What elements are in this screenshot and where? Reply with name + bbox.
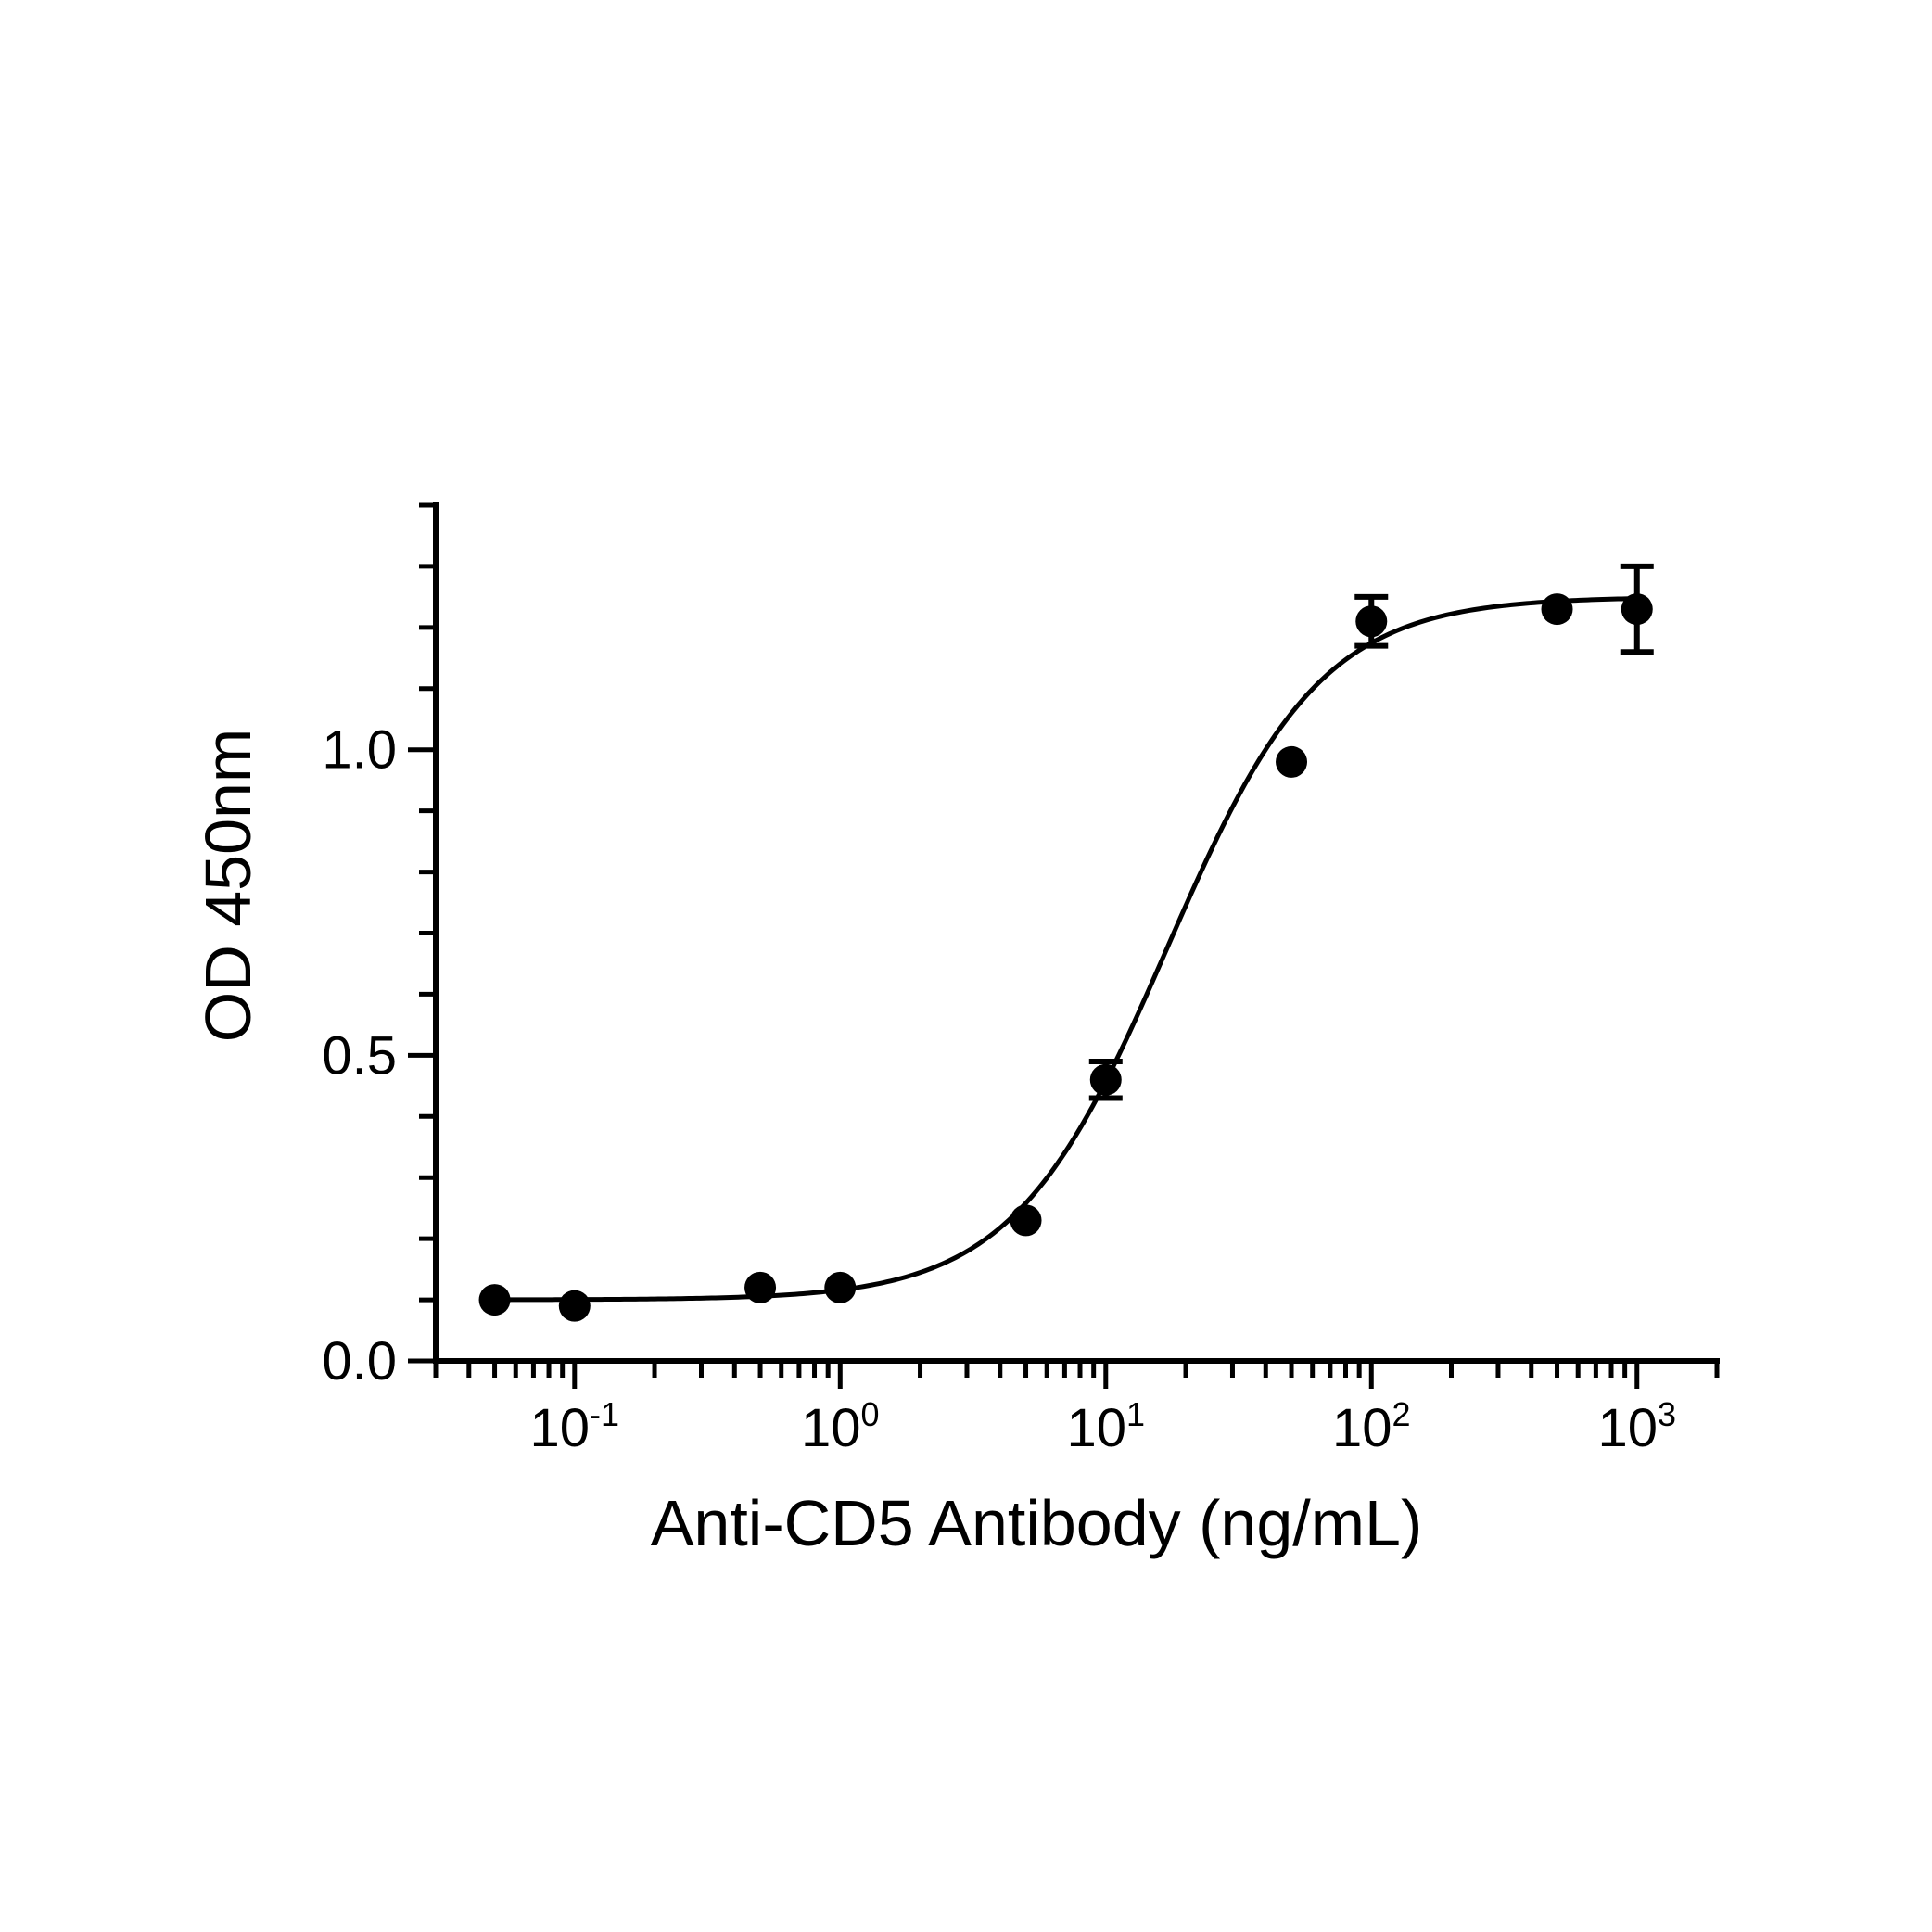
x-axis-title: Anti-CD5 Antibody (ng/mL) (651, 1487, 1423, 1559)
axes (433, 502, 1720, 1364)
data-points-layer (478, 563, 1654, 1322)
y-tick-label: 0.0 (322, 1331, 397, 1392)
data-point-group (744, 1271, 777, 1303)
data-point (824, 1271, 857, 1303)
x-ticks: 10-1 100 101 102 103 (433, 1361, 1720, 1458)
data-point (558, 1290, 591, 1322)
x-tick-label: 10-1 (530, 1395, 620, 1458)
data-point-group (1541, 593, 1573, 626)
data-point-group (1276, 745, 1308, 778)
data-point (744, 1271, 777, 1303)
x-tick-label: 101 (1067, 1395, 1146, 1458)
data-point (1541, 593, 1573, 626)
data-point-group (478, 1284, 511, 1316)
data-point (1276, 745, 1308, 778)
y-tick-label: 0.5 (322, 1025, 397, 1086)
data-point (1089, 1063, 1122, 1096)
x-tick-label: 103 (1597, 1395, 1676, 1458)
data-point (1621, 593, 1653, 626)
data-point-group (558, 1290, 591, 1322)
data-point-group (1354, 593, 1389, 649)
fit-curve (494, 596, 1637, 1303)
data-point-group (824, 1271, 857, 1303)
data-point-group (1010, 1204, 1042, 1237)
data-point (1355, 605, 1388, 638)
data-point (478, 1284, 511, 1316)
x-tick-label: 100 (801, 1395, 880, 1458)
y-tick-label: 1.0 (322, 720, 397, 781)
y-axis-title: OD 450nm (192, 729, 264, 1042)
data-point (1010, 1204, 1042, 1237)
fit-curve-layer (494, 596, 1637, 1303)
x-tick-label: 102 (1332, 1395, 1411, 1458)
data-point-group (1088, 1058, 1123, 1101)
data-point-group (1620, 563, 1654, 655)
y-ticks: 0.0 0.5 1.0 (322, 502, 436, 1392)
